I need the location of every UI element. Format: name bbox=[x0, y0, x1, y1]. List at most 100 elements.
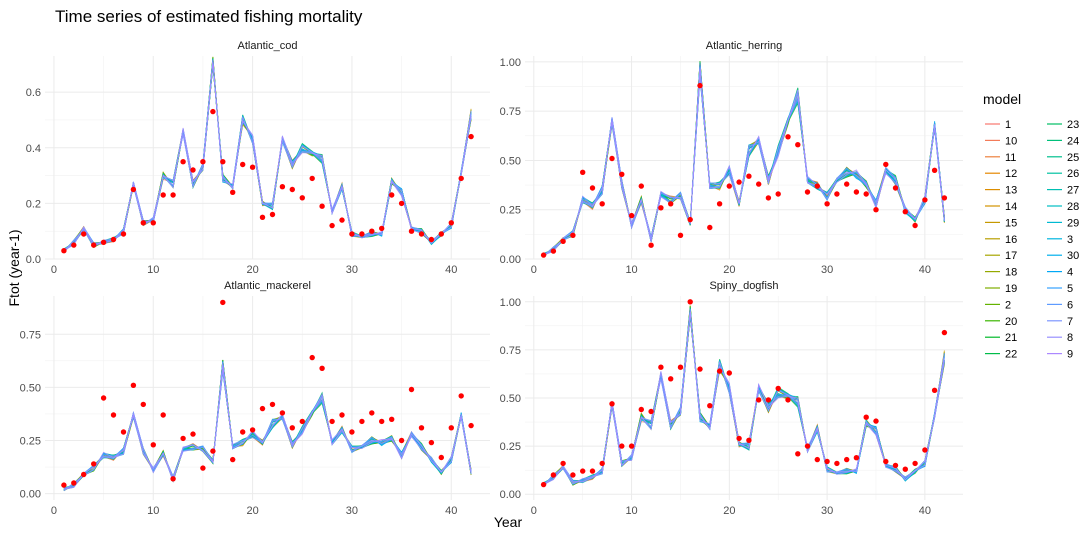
legend-item: 11 bbox=[985, 152, 1016, 164]
observed-point bbox=[150, 220, 156, 226]
series-line-model-10 bbox=[543, 62, 945, 255]
legend-label: 29 bbox=[1067, 217, 1079, 229]
series-line-model-12 bbox=[63, 359, 472, 489]
observed-point bbox=[726, 183, 732, 189]
legend-label: 9 bbox=[1067, 349, 1073, 361]
x-tick-label: 20 bbox=[723, 505, 735, 517]
observed-point bbox=[329, 222, 335, 229]
facet-atlantic-herring: Atlantic_herring 0 10 20 30 40 0.00 0.25 0.50 0.7… bbox=[500, 40, 963, 276]
legend-label: 2 bbox=[1005, 299, 1011, 311]
observed-point bbox=[824, 201, 830, 207]
observed-point bbox=[628, 443, 635, 449]
observed-point bbox=[580, 169, 586, 175]
observed-point bbox=[648, 408, 654, 415]
legend-label: 30 bbox=[1067, 250, 1079, 262]
observed-point bbox=[863, 414, 869, 420]
observed-point bbox=[570, 232, 576, 238]
observed-point bbox=[687, 216, 693, 223]
observed-point bbox=[160, 412, 166, 418]
y-tick-label: 0.6 bbox=[26, 87, 41, 99]
observed-point bbox=[289, 425, 295, 431]
observed-point bbox=[220, 299, 226, 306]
series-line-model-29 bbox=[63, 360, 472, 490]
legend-item: 22 bbox=[985, 349, 1017, 361]
observed-point bbox=[309, 354, 315, 361]
observed-point bbox=[687, 299, 693, 305]
legend-item: 2 bbox=[985, 299, 1011, 311]
y-tick-label: 0.25 bbox=[500, 441, 521, 453]
observed-point bbox=[892, 462, 899, 469]
observed-point bbox=[458, 175, 464, 182]
legend-item: 16 bbox=[985, 234, 1017, 246]
series-line-model-30 bbox=[543, 63, 945, 255]
observed-point bbox=[438, 231, 444, 237]
observed-point bbox=[240, 429, 246, 435]
observed-point bbox=[140, 401, 146, 408]
observed-point bbox=[844, 181, 850, 187]
observed-point bbox=[468, 422, 474, 429]
observed-point bbox=[716, 368, 723, 374]
facet-atlantic-cod: Atlantic_cod 0 10 20 30 40 0.0 0.2 0.4 0.6 bbox=[26, 40, 490, 276]
legend-item: 8 bbox=[1047, 332, 1073, 344]
series-line-model-9 bbox=[63, 364, 472, 490]
x-tick-label: 0 bbox=[531, 264, 537, 276]
observed-point bbox=[210, 448, 216, 454]
observed-point bbox=[329, 418, 335, 425]
observed-point bbox=[873, 207, 879, 213]
x-axis-title: Year bbox=[494, 514, 523, 530]
x-tick-label: 30 bbox=[821, 505, 833, 517]
observed-point bbox=[834, 191, 840, 197]
observed-point bbox=[883, 458, 889, 465]
series-line-model-27 bbox=[543, 65, 945, 255]
x-tick-label: 0 bbox=[531, 505, 537, 517]
observed-point bbox=[844, 456, 850, 463]
y-tick-label: 0.75 bbox=[500, 345, 521, 357]
observed-point bbox=[418, 231, 425, 237]
series-line-model-14 bbox=[543, 62, 945, 254]
observed-point bbox=[892, 185, 899, 191]
observed-point bbox=[71, 242, 77, 248]
observed-point bbox=[638, 183, 644, 189]
x-tick-label: 10 bbox=[625, 264, 637, 276]
legend-label: 15 bbox=[1005, 217, 1017, 229]
legend-item: 25 bbox=[1047, 152, 1079, 164]
observed-point bbox=[589, 468, 596, 474]
observed-point bbox=[299, 195, 305, 201]
observed-point bbox=[190, 167, 196, 173]
observed-point bbox=[697, 82, 703, 89]
observed-point bbox=[200, 465, 206, 471]
series-line-model-21 bbox=[543, 61, 945, 254]
legend-label: 18 bbox=[1005, 267, 1017, 279]
legend-item: 7 bbox=[1047, 316, 1073, 328]
y-tick-label: 0.00 bbox=[500, 254, 521, 266]
observed-point bbox=[120, 429, 127, 435]
legend-label: 12 bbox=[1005, 168, 1017, 180]
legend-item: 13 bbox=[985, 185, 1017, 197]
observed-point bbox=[339, 412, 345, 418]
x-tick-label: 0 bbox=[51, 264, 57, 276]
observed-point bbox=[912, 460, 918, 467]
observed-point bbox=[922, 447, 928, 453]
observed-point bbox=[941, 195, 948, 201]
observed-point bbox=[756, 181, 762, 187]
observed-point bbox=[120, 231, 127, 237]
legend-label: 11 bbox=[1005, 152, 1016, 164]
observed-point bbox=[180, 435, 186, 442]
observed-point bbox=[110, 412, 117, 418]
observed-point bbox=[716, 201, 723, 207]
observed-point bbox=[609, 155, 615, 162]
observed-point bbox=[269, 211, 276, 218]
observed-point bbox=[746, 173, 752, 179]
observed-point bbox=[389, 416, 395, 422]
observed-point bbox=[707, 403, 713, 409]
observed-point bbox=[428, 439, 435, 446]
legend-item: 24 bbox=[1047, 135, 1079, 147]
series-line-model-23 bbox=[543, 64, 945, 255]
observed-point bbox=[160, 192, 166, 198]
observed-point bbox=[269, 401, 276, 408]
observed-point bbox=[775, 385, 781, 392]
facet-strip-label: Spiny_dogfish bbox=[709, 280, 778, 292]
observed-point bbox=[91, 242, 97, 248]
observed-point bbox=[369, 410, 375, 416]
observed-point bbox=[438, 454, 444, 461]
